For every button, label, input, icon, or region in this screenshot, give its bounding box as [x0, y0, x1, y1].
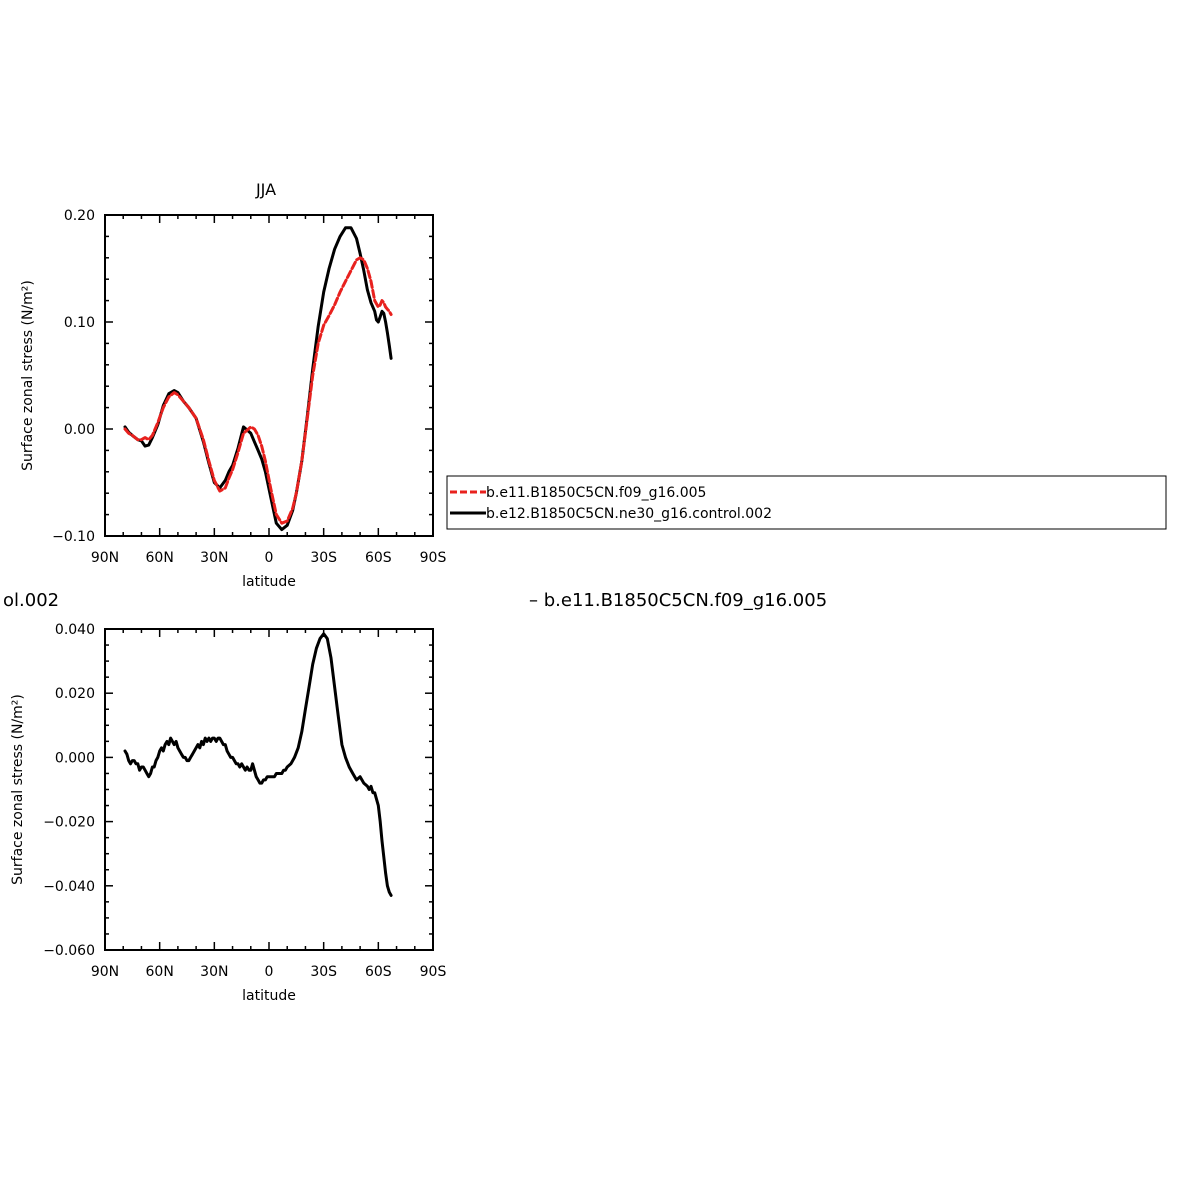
plot-frame — [104, 628, 434, 951]
series-line — [123, 632, 393, 897]
chart-panel-difference: 90N 60N 30N 0 30S 60S 90S 0.040 0.020 0.000 −0.020… — [10, 622, 446, 1004]
y-tick-label: −0.020 — [43, 815, 95, 831]
tick-labels: 90N 60N 30N 0 30S 60S 90S 0.040 0.020 0.000 −0.020… — [43, 622, 446, 980]
y-tick-label: 0.020 — [55, 686, 95, 702]
x-tick-label: 60S — [365, 550, 392, 566]
x-tick-label: 30N — [200, 550, 228, 566]
x-tick-label: 0 — [265, 550, 274, 566]
x-tick-label: 30S — [310, 964, 337, 980]
legend-entry-label: b.e12.B1850C5CN.ne30_g16.control.002 — [486, 506, 772, 522]
y-tick-label: −0.040 — [43, 879, 95, 895]
chart-title: JJA — [255, 180, 276, 199]
x-tick-label: 90S — [420, 550, 447, 566]
x-tick-label: 90N — [91, 964, 119, 980]
y-tick-label: 0.000 — [55, 750, 95, 766]
x-tick-label: 90S — [420, 964, 447, 980]
x-tick-label: 60N — [146, 550, 174, 566]
x-tick-label: 60S — [365, 964, 392, 980]
series-line — [123, 256, 393, 525]
tick-labels: 90N 60N 30N 0 30S 60S 90S 0.20 0.10 0.00 −0.10 — [52, 208, 446, 566]
y-tick-label: −0.060 — [43, 943, 95, 959]
series-layer — [123, 226, 393, 532]
y-axis-label: Surface zonal stress (N/m²) — [10, 694, 26, 885]
axis-ticks — [104, 628, 434, 951]
plot-frame — [104, 214, 434, 537]
y-tick-label: 0.00 — [64, 422, 95, 438]
legend-box — [446, 475, 1167, 530]
y-tick-label: 0.040 — [55, 622, 95, 638]
y-tick-label: −0.10 — [52, 529, 95, 545]
x-tick-label: 30S — [310, 550, 337, 566]
x-axis-label: latitude — [242, 988, 296, 1004]
legend-entry-label: b.e11.B1850C5CN.f09_g16.005 — [486, 485, 706, 501]
legend: b.e11.B1850C5CN.f09_g16.005 b.e12.B1850C… — [446, 475, 1167, 530]
x-axis-label: latitude — [242, 574, 296, 590]
x-tick-label: 60N — [146, 964, 174, 980]
x-tick-label: 30N — [200, 964, 228, 980]
chart-panel-jja: JJA 90N 60N 30N 0 30S 60S 90S 0.20 0.10 0.00 −0.10… — [20, 180, 446, 590]
overflow-label-left: ol.002 — [3, 590, 59, 611]
series-layer — [123, 632, 393, 897]
series-line — [123, 226, 393, 532]
overflow-label-right: – b.e11.B1850C5CN.f09_g16.005 — [529, 590, 827, 611]
x-tick-label: 0 — [265, 964, 274, 980]
x-tick-label: 90N — [91, 550, 119, 566]
y-tick-label: 0.20 — [64, 208, 95, 224]
y-tick-label: 0.10 — [64, 315, 95, 331]
y-axis-label: Surface zonal stress (N/m²) — [20, 280, 36, 471]
